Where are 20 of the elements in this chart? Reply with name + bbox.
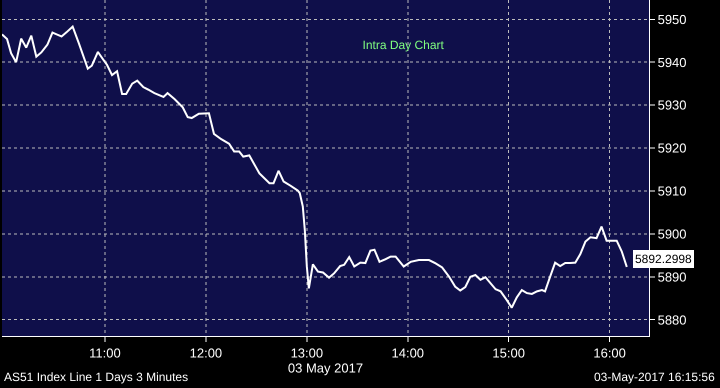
x-tick-label: 12:00 <box>190 346 222 361</box>
x-tick-label: 15:00 <box>492 346 525 361</box>
y-tick-label: 5950 <box>658 12 687 27</box>
y-tick-label: 5920 <box>658 140 687 156</box>
y-tick-label: 5910 <box>658 184 687 199</box>
x-tick-label: 16:00 <box>593 346 626 361</box>
y-tick-label: 5930 <box>658 98 687 113</box>
y-tick-label: 5940 <box>658 54 687 70</box>
x-tick-label: 11:00 <box>89 346 121 361</box>
y-tick-label: 5900 <box>658 226 687 242</box>
text: AS51 Index Line 1 Days 3 Minutes <box>4 370 188 384</box>
annotation: 5892.2998 <box>635 252 692 266</box>
line-series <box>2 26 628 309</box>
x-axis-title: 03 May 2017 <box>288 360 364 376</box>
text: Intra Day Chart <box>362 38 445 52</box>
x-tick-label: 13:00 <box>290 346 324 361</box>
y-tick-label: 5880 <box>658 312 687 328</box>
y-tick-label: 5890 <box>658 269 687 284</box>
x-tick-label: 14:00 <box>391 346 424 361</box>
text: 03-May-2017 16:15:56 <box>594 370 716 384</box>
